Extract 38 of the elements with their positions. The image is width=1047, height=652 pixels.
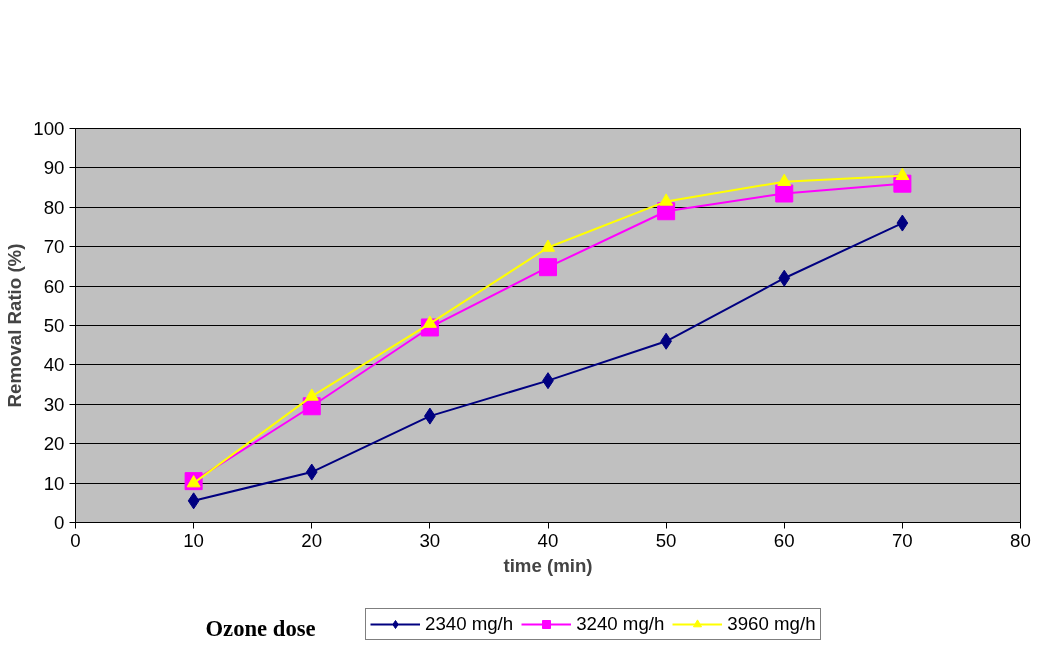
y-axis-title: Removal Ratio (%) bbox=[4, 243, 26, 408]
x-tick-label: 70 bbox=[892, 529, 913, 551]
y-tick-label: 10 bbox=[43, 472, 65, 494]
point bbox=[778, 269, 791, 287]
x-tick-label: 40 bbox=[537, 529, 559, 551]
y-tick-label: 80 bbox=[43, 196, 65, 218]
point bbox=[775, 184, 794, 203]
y-tick-label: 70 bbox=[43, 236, 65, 258]
x-tick-label: 60 bbox=[773, 529, 795, 551]
x-tick-label: 20 bbox=[301, 529, 323, 551]
point bbox=[539, 258, 557, 277]
y-tick-label: 100 bbox=[33, 118, 65, 139]
y-tick-label: 40 bbox=[43, 354, 65, 376]
x-tick-label: 30 bbox=[419, 529, 441, 551]
y-tick-label: 20 bbox=[43, 433, 65, 455]
legend-label: 2340 mg/h bbox=[425, 613, 514, 635]
point bbox=[659, 193, 674, 206]
point bbox=[305, 463, 318, 481]
x-tick-label: 0 bbox=[70, 529, 81, 551]
point bbox=[304, 388, 319, 401]
point bbox=[187, 492, 200, 510]
x-tick-label: 50 bbox=[655, 529, 677, 551]
x-tick-label: 10 bbox=[183, 529, 205, 551]
y-tick-label: 60 bbox=[43, 275, 65, 297]
legend-title: Ozone dose bbox=[205, 615, 316, 641]
legend-label: 3960 mg/h bbox=[727, 613, 816, 635]
x-tick-label: 80 bbox=[1010, 529, 1031, 551]
y-tick-label: 90 bbox=[43, 157, 65, 179]
point bbox=[422, 315, 437, 328]
point bbox=[777, 173, 792, 186]
x-axis-title: time (min) bbox=[503, 554, 593, 576]
point bbox=[896, 214, 909, 232]
y-tick-label: 30 bbox=[43, 393, 65, 415]
y-tick-label: 50 bbox=[43, 315, 65, 336]
legend-label: 3240 mg/h bbox=[576, 613, 665, 635]
point bbox=[541, 239, 555, 252]
y-tick-label: 0 bbox=[54, 512, 65, 533]
point bbox=[895, 167, 910, 181]
